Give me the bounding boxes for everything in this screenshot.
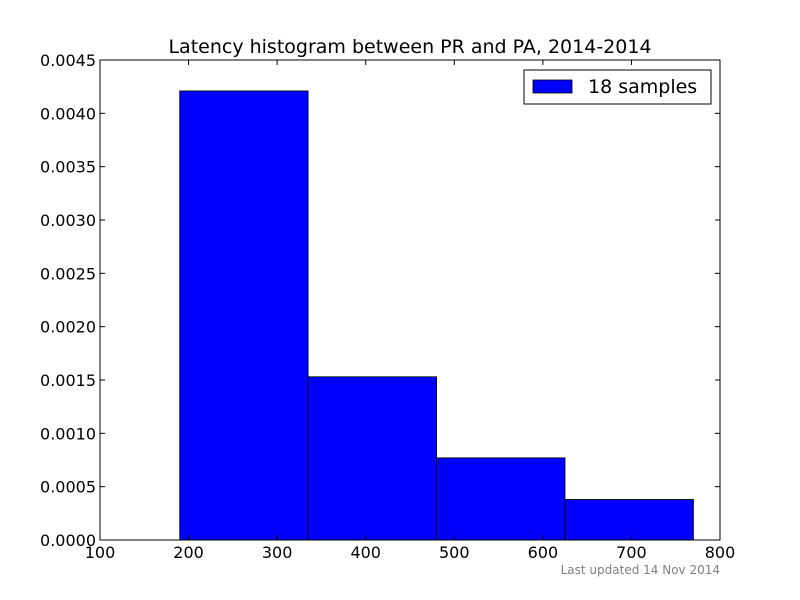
y-tick-label-0.0045: 0.0045 bbox=[40, 51, 96, 70]
legend-swatch bbox=[532, 79, 573, 94]
legend: 18 samples bbox=[523, 69, 712, 105]
legend-label: 18 samples bbox=[588, 76, 697, 98]
x-tick-label-300: 300 bbox=[262, 543, 293, 562]
histogram-bar-1 bbox=[179, 90, 309, 541]
histogram-bar-2 bbox=[307, 376, 437, 541]
bars-group bbox=[179, 90, 694, 541]
y-tick-label-0.0010: 0.0010 bbox=[40, 424, 96, 443]
y-axis: 0.0000 0.0005 0.0010 0.0015 0.0020 0.0025 0.00… bbox=[40, 51, 720, 550]
histogram-bar-4 bbox=[564, 499, 694, 541]
y-tick-label-0.0015: 0.0015 bbox=[40, 371, 96, 390]
y-tick-label-0.0030: 0.0030 bbox=[40, 211, 96, 230]
y-tick-label-0.0000: 0.0000 bbox=[40, 531, 96, 550]
x-tick-label-100: 100 bbox=[85, 543, 116, 562]
plot-frame bbox=[99, 59, 721, 541]
y-tick-label-0.0035: 0.0035 bbox=[40, 158, 96, 177]
x-tick-label-700: 700 bbox=[616, 543, 647, 562]
y-tick-label-0.0020: 0.0020 bbox=[40, 318, 96, 337]
y-tick-label-0.0025: 0.0025 bbox=[40, 264, 96, 283]
x-tick-label-600: 600 bbox=[528, 543, 559, 562]
y-tick-label-0.0040: 0.0040 bbox=[40, 104, 96, 123]
last-updated-note: Last updated 14 Nov 2014 bbox=[561, 563, 720, 577]
chart-title: Latency histogram between PR and PA, 201… bbox=[168, 36, 651, 58]
y-tick-label-0.0005: 0.0005 bbox=[40, 478, 96, 497]
x-tick-label-200: 200 bbox=[173, 543, 204, 562]
x-axis: 100 200 300 400 500 600 700 800 bbox=[85, 60, 736, 562]
x-tick-label-800: 800 bbox=[705, 543, 736, 562]
histogram-bar-3 bbox=[436, 457, 566, 541]
x-tick-label-500: 500 bbox=[439, 543, 470, 562]
x-tick-label-400: 400 bbox=[350, 543, 381, 562]
